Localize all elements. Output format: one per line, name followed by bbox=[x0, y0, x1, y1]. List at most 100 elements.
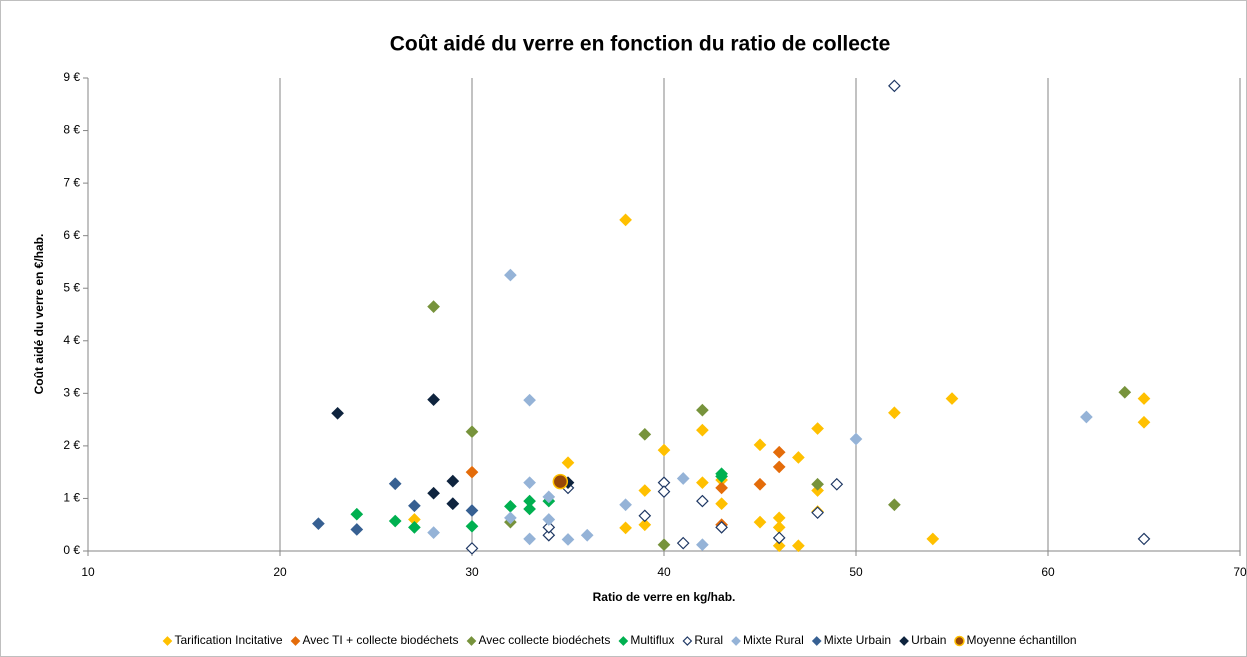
point bbox=[465, 504, 479, 517]
point bbox=[888, 498, 901, 512]
point bbox=[811, 477, 824, 491]
point bbox=[542, 513, 556, 526]
point bbox=[331, 406, 344, 420]
legend-label: Avec TI + collecte biodéchets bbox=[303, 633, 459, 647]
point bbox=[388, 477, 402, 491]
y-tick-label: 6 € bbox=[63, 228, 80, 242]
legend-entry: Moyenne échantillon bbox=[954, 633, 1077, 647]
point bbox=[446, 474, 460, 488]
point bbox=[619, 498, 632, 512]
point bbox=[542, 490, 556, 504]
point bbox=[772, 445, 786, 459]
x-tick-label: 10 bbox=[81, 565, 95, 579]
x-axis-label: Ratio de verre en kg/hab. bbox=[593, 590, 736, 604]
point bbox=[427, 393, 440, 406]
point bbox=[1080, 410, 1093, 424]
point bbox=[638, 484, 652, 497]
point bbox=[427, 486, 440, 500]
point bbox=[696, 476, 709, 490]
point bbox=[523, 532, 536, 546]
point bbox=[945, 392, 959, 405]
legend-label: Tarification Incitative bbox=[174, 633, 282, 647]
legend-entry: Mixte Urbain bbox=[811, 633, 891, 647]
point bbox=[504, 511, 517, 525]
point bbox=[350, 523, 364, 536]
legend: Tarification Incitative Avec TI + collect… bbox=[162, 633, 1077, 647]
point bbox=[772, 539, 786, 553]
legend-label: Mixte Rural bbox=[743, 633, 804, 647]
x-tick-label: 40 bbox=[657, 565, 671, 579]
point bbox=[888, 406, 901, 420]
point bbox=[926, 532, 940, 546]
x-tick-label: 20 bbox=[273, 565, 287, 579]
legend-label: Urbain bbox=[911, 633, 946, 647]
legend-entry: Urbain bbox=[899, 633, 946, 647]
point bbox=[408, 521, 421, 534]
point bbox=[657, 538, 671, 552]
point bbox=[542, 528, 556, 542]
chart-title: Coût aidé du verre en fonction du ratio … bbox=[390, 33, 891, 56]
legend-label: Rural bbox=[694, 633, 723, 647]
legend-label: Moyenne échantillon bbox=[966, 633, 1076, 647]
point bbox=[792, 539, 805, 553]
point bbox=[638, 509, 652, 523]
point bbox=[388, 514, 402, 528]
y-tick-label: 5 € bbox=[63, 280, 80, 294]
point bbox=[523, 476, 536, 490]
y-tick-label: 9 € bbox=[63, 70, 80, 84]
legend-entry: Tarification Incitative bbox=[162, 633, 283, 647]
legend-marker bbox=[682, 636, 693, 646]
legend-entry: Multiflux bbox=[618, 633, 674, 647]
point bbox=[465, 519, 479, 533]
legend-label: Multiflux bbox=[630, 633, 674, 647]
point bbox=[753, 515, 767, 529]
point bbox=[753, 438, 767, 452]
point bbox=[715, 497, 728, 511]
legend-marker bbox=[954, 635, 965, 647]
point bbox=[619, 213, 632, 227]
point bbox=[504, 268, 517, 282]
y-tick-label: 8 € bbox=[63, 123, 80, 137]
point bbox=[638, 518, 652, 532]
legend-marker bbox=[162, 636, 173, 646]
point bbox=[849, 432, 863, 446]
y-tick-label: 0 € bbox=[63, 543, 80, 557]
point bbox=[657, 485, 671, 498]
point bbox=[312, 517, 325, 531]
y-tick-label: 3 € bbox=[63, 386, 80, 400]
point bbox=[465, 425, 479, 439]
point bbox=[542, 521, 556, 534]
point bbox=[638, 427, 652, 441]
point bbox=[830, 477, 844, 491]
point bbox=[696, 423, 709, 437]
legend-marker bbox=[466, 636, 477, 646]
x-tick-label: 30 bbox=[465, 565, 479, 579]
legend-entry: Avec TI + collecte biodéchets bbox=[290, 633, 459, 647]
point bbox=[753, 477, 767, 491]
x-tick-label: 60 bbox=[1041, 565, 1055, 579]
x-tick-label: 50 bbox=[849, 565, 863, 579]
point bbox=[715, 521, 728, 534]
point bbox=[772, 460, 786, 474]
point bbox=[888, 79, 901, 93]
point bbox=[446, 497, 460, 511]
point bbox=[657, 443, 671, 457]
legend-entry: Avec collecte biodéchets bbox=[466, 633, 610, 647]
point bbox=[427, 300, 440, 313]
point bbox=[772, 511, 786, 525]
y-tick-label: 1 € bbox=[63, 491, 80, 505]
point bbox=[715, 481, 728, 495]
y-tick-label: 4 € bbox=[63, 333, 80, 347]
point bbox=[696, 494, 709, 508]
point bbox=[696, 403, 709, 417]
point bbox=[772, 531, 786, 545]
legend-entry: Rural bbox=[682, 633, 723, 647]
point bbox=[523, 393, 536, 407]
legend-marker bbox=[811, 636, 822, 646]
y-tick-label: 7 € bbox=[63, 175, 80, 189]
point bbox=[552, 473, 569, 490]
y-axis-label: Coût aidé du verre en €/hab. bbox=[32, 234, 46, 395]
point bbox=[715, 470, 728, 483]
